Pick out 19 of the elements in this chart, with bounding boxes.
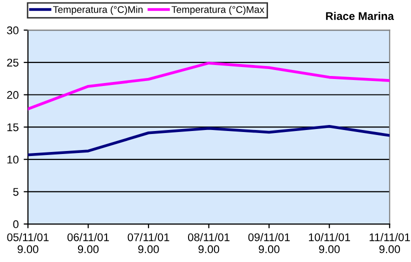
y-tick-label: 25: [7, 58, 18, 67]
y-tick-label: 0: [13, 220, 18, 228]
chart-title: Riace Marina: [326, 12, 394, 20]
line-series: [28, 62, 390, 110]
legend-label: Temperatura (°C)Max: [172, 6, 264, 15]
y-tick-label: 10: [7, 156, 18, 164]
y-tick-label: 30: [6, 26, 18, 34]
x-tick-label: 06/11/01 9.00: [67, 233, 109, 254]
x-tick-label: 05/11/01 9.00: [7, 233, 49, 254]
y-tick-label: 15: [7, 123, 18, 132]
x-tick-label: 11/11/01 9.00: [370, 233, 410, 254]
x-tick-label: 10/11/01 9.00: [308, 233, 350, 254]
x-tick-label: 07/11/01 9.00: [128, 233, 170, 254]
legend-label: Temperatura (°C)Min: [53, 6, 143, 15]
x-tick-label: 08/11/01 9.00: [188, 233, 230, 254]
x-tick-label: 09/11/01 9.00: [248, 233, 290, 254]
line-series: [28, 125, 390, 156]
y-tick-label: 5: [13, 188, 18, 196]
y-tick-label: 20: [7, 91, 18, 99]
